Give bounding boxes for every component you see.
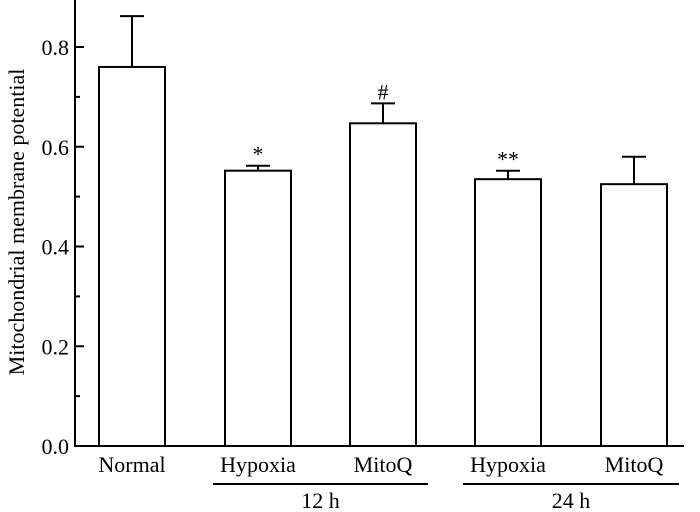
bar-4 (474, 178, 542, 447)
group-label-2: 24 h (552, 488, 591, 512)
significance-mark-3: # (378, 79, 389, 104)
group-labels: 12 h 24 h (213, 483, 679, 512)
y-axis-label: Mitochondrial membrane potential (4, 69, 29, 376)
category-label-3: MitoQ (354, 452, 413, 477)
category-label-2: Hypoxia (220, 452, 296, 477)
y-tick-label: 0.8 (42, 35, 70, 60)
y-tick-label: 0.0 (42, 434, 70, 459)
bars: * # ** (98, 15, 668, 447)
category-label-5: MitoQ (605, 452, 664, 477)
category-labels: Normal Hypoxia MitoQ Hypoxia MitoQ (98, 452, 663, 477)
bar-3 (349, 122, 417, 447)
significance-mark-2: * (253, 142, 264, 167)
y-ticks: 0.0 0.2 0.4 0.6 0.8 (42, 35, 84, 459)
bar-5 (600, 183, 668, 447)
bar-2 (224, 169, 292, 447)
y-tick-label: 0.6 (42, 135, 70, 160)
significance-mark-4: ** (497, 147, 519, 172)
axes-layer: Mitochondrial membrane potential (4, 0, 684, 447)
category-label-4: Hypoxia (470, 452, 546, 477)
bar-1 (98, 65, 166, 447)
group-label-1: 12 h (301, 488, 340, 512)
y-tick-label: 0.2 (42, 334, 70, 359)
y-tick-label: 0.4 (42, 235, 70, 260)
category-label-1: Normal (98, 452, 165, 477)
